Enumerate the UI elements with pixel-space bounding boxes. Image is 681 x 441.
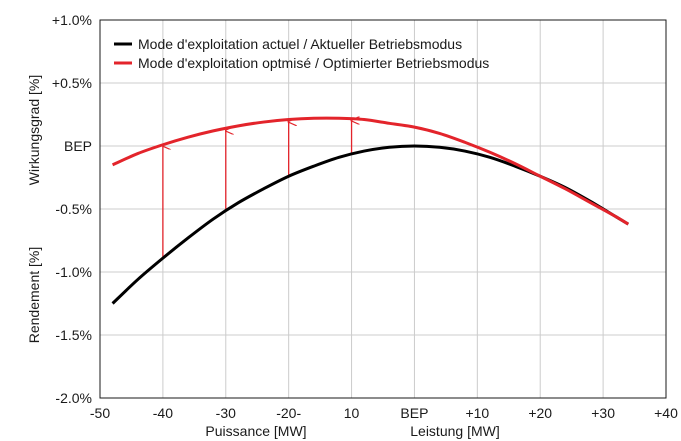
x-tick-label: +30 — [591, 405, 615, 421]
legend-label-current: Mode d'exploitation actuel / Aktueller B… — [138, 36, 462, 52]
x-axis-label-de: Leistung [MW] — [410, 423, 499, 439]
y-tick-label: -2.0% — [55, 390, 92, 406]
y-axis-label-de: Wirkungsgrad [%] — [26, 75, 42, 185]
x-tick-label: +10 — [465, 405, 489, 421]
y-axis-label-fr: Rendement [%] — [26, 247, 42, 344]
x-tick-label: +40 — [654, 405, 678, 421]
y-tick-label: -1.0% — [55, 264, 92, 280]
grid — [99, 19, 667, 399]
x-tick-label: -40 — [153, 405, 173, 421]
series-lines — [111, 116, 630, 305]
y-tick-label: +0.5% — [52, 75, 92, 91]
y-tick-label: -0.5% — [55, 201, 92, 217]
x-axis-label-fr: Puissance [MW] — [205, 423, 306, 439]
y-tick-label: BEP — [64, 138, 92, 154]
x-tick-label: 10 — [344, 405, 360, 421]
series-line-current — [111, 144, 630, 305]
x-tick-label: -30 — [216, 405, 236, 421]
x-tick-label: BEP — [400, 405, 428, 421]
plot-frame — [99, 19, 667, 399]
legend: Mode d'exploitation actuel / Aktueller B… — [114, 36, 489, 71]
legend-label-optimized: Mode d'exploitation optmisé / Optimierte… — [138, 55, 489, 71]
improvement-arrows — [163, 121, 352, 259]
x-tick-label: +20 — [528, 405, 552, 421]
series-line-optimized — [111, 116, 630, 226]
y-tick-label: -1.5% — [55, 327, 92, 343]
tick-labels: +1.0% +0.5% BEP -0.5% -1.0% -1.5% -2.0%-50 -40 -… — [52, 12, 678, 421]
x-tick-label: -20- — [276, 405, 301, 421]
y-tick-label: +1.0% — [52, 12, 92, 28]
x-tick-label: -50 — [90, 405, 110, 421]
